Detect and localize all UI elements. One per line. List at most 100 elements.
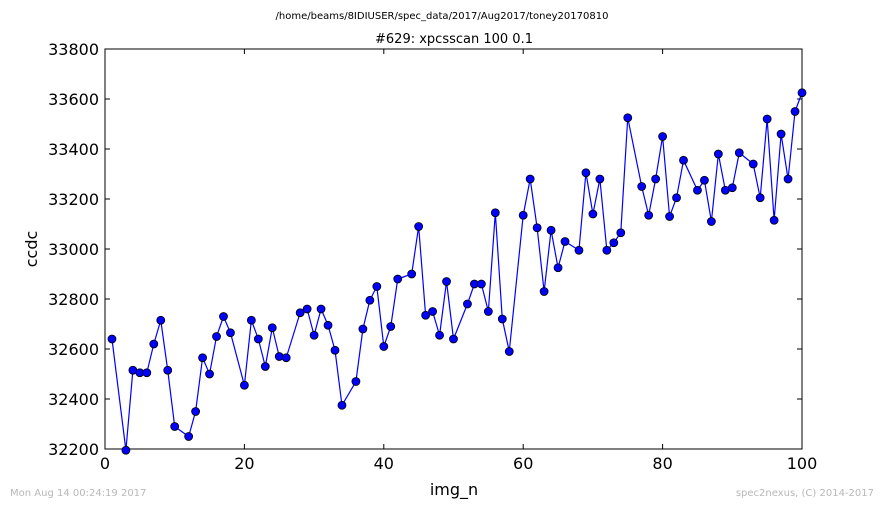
x-tick-label: 80 xyxy=(652,454,672,473)
data-point xyxy=(539,287,549,296)
data-point xyxy=(414,222,424,231)
plot-area xyxy=(104,48,803,450)
y-tick-label: 33000 xyxy=(48,240,99,259)
data-point xyxy=(755,193,765,203)
data-point xyxy=(198,353,207,363)
data-point xyxy=(372,282,382,291)
data-point xyxy=(616,228,626,238)
y-tick-label: 33800 xyxy=(48,40,99,59)
data-point xyxy=(219,312,228,321)
data-point xyxy=(365,295,375,305)
data-point xyxy=(184,432,194,441)
y-tick-label: 32400 xyxy=(48,390,99,409)
data-point xyxy=(386,322,396,331)
y-tick-label: 33400 xyxy=(48,140,99,159)
data-point xyxy=(191,407,201,416)
data-point xyxy=(776,129,786,139)
chart-title: #629: xpcsscan 100 0.1 xyxy=(375,32,533,47)
data-point xyxy=(421,310,431,320)
y-tick-label: 32800 xyxy=(48,290,99,309)
data-point xyxy=(672,193,681,203)
data-point xyxy=(602,245,612,255)
data-point xyxy=(679,155,688,165)
data-point xyxy=(149,339,159,349)
data-point xyxy=(497,314,507,324)
data-point xyxy=(358,324,368,334)
y-axis-label: ccdc xyxy=(22,231,41,268)
data-point xyxy=(790,107,800,116)
data-point xyxy=(302,304,312,314)
data-point xyxy=(532,223,542,233)
data-point xyxy=(142,368,152,378)
y-tick-label: 32200 xyxy=(48,440,99,459)
data-point xyxy=(246,315,256,325)
data-point xyxy=(706,217,716,226)
data-point xyxy=(609,238,619,248)
data-point xyxy=(713,149,723,159)
data-point xyxy=(546,225,556,235)
data-point xyxy=(316,304,326,314)
x-tick-label: 0 xyxy=(100,454,110,473)
data-point xyxy=(107,334,117,344)
data-point xyxy=(351,377,361,386)
data-point xyxy=(734,148,744,158)
series-line xyxy=(111,92,803,451)
data-point xyxy=(253,334,263,344)
x-tick-label: 60 xyxy=(513,454,533,473)
data-point xyxy=(449,334,458,344)
data-point xyxy=(762,114,772,124)
footer-credit: spec2nexus, (C) 2014-2017 xyxy=(735,488,874,499)
data-point xyxy=(267,323,277,333)
y-tick-label: 33600 xyxy=(48,90,99,109)
data-point xyxy=(637,182,647,191)
data-point xyxy=(281,353,291,363)
data-point xyxy=(330,345,340,355)
data-point xyxy=(553,263,563,273)
data-point xyxy=(226,328,235,338)
data-point xyxy=(769,215,779,225)
data-point xyxy=(651,174,661,184)
data-point xyxy=(435,330,444,340)
data-point xyxy=(595,174,605,184)
axis-ticks: 0 20 40 60 80 100 32200 32400 32600 32800 33000 332… xyxy=(48,40,817,473)
data-point xyxy=(665,212,674,221)
data-point xyxy=(212,332,221,341)
data-point xyxy=(407,269,417,279)
data-point xyxy=(623,113,633,123)
x-axis-label: img_n xyxy=(430,480,478,500)
data-point xyxy=(393,274,403,284)
x-tick-label: 40 xyxy=(374,454,394,473)
data-point xyxy=(644,210,654,220)
data-point xyxy=(504,347,514,356)
data-point xyxy=(163,365,173,375)
data-point xyxy=(295,308,305,318)
data-point xyxy=(518,210,528,220)
data-point xyxy=(560,237,570,246)
data-point xyxy=(658,132,667,141)
data-point xyxy=(490,208,500,218)
data-point xyxy=(700,175,709,185)
series-ccdc xyxy=(107,88,807,455)
data-point xyxy=(483,307,493,316)
data-point xyxy=(379,342,389,351)
data-point xyxy=(463,299,472,309)
x-tick-label: 100 xyxy=(787,454,818,473)
data-point xyxy=(574,245,584,255)
data-point xyxy=(309,330,319,340)
y-tick-label: 32600 xyxy=(48,340,99,359)
data-point xyxy=(156,315,166,325)
data-point xyxy=(260,362,270,371)
data-point xyxy=(239,380,249,390)
data-point xyxy=(205,369,214,379)
data-point xyxy=(693,185,702,195)
data-point xyxy=(337,400,347,410)
data-point xyxy=(121,445,131,455)
data-point xyxy=(525,174,535,184)
data-point xyxy=(748,159,758,169)
chart-suptitle: /home/beams/8IDIUSER/spec_data/2017/Aug2… xyxy=(276,11,609,22)
data-point xyxy=(428,307,437,316)
data-point xyxy=(783,174,793,184)
data-point xyxy=(476,279,486,289)
data-point xyxy=(797,88,807,98)
